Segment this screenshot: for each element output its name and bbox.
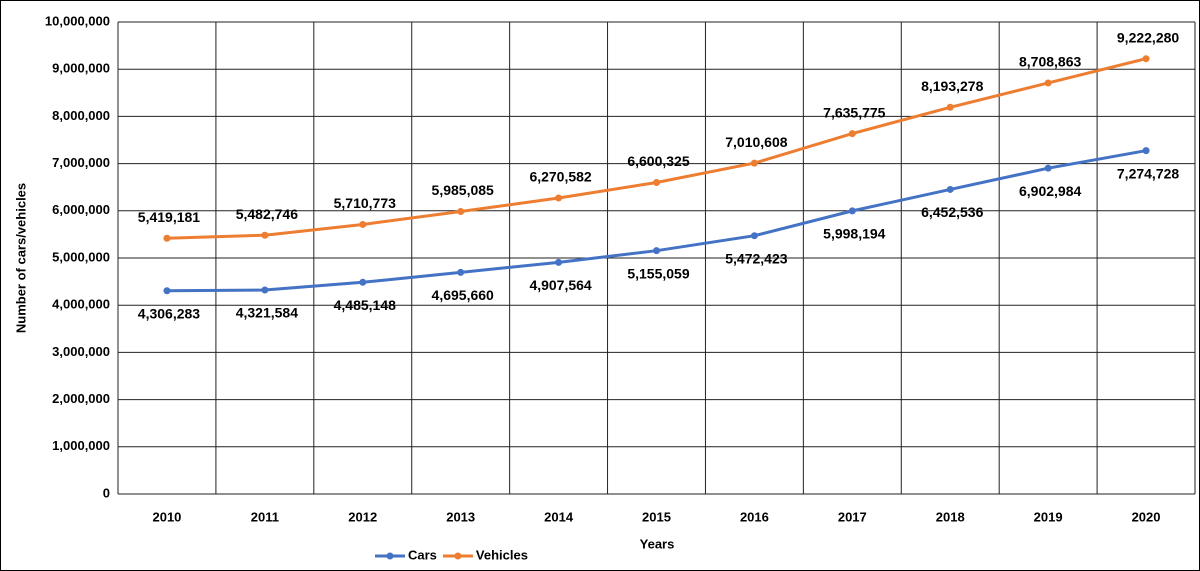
legend-marker [454, 552, 462, 560]
y-tick-label: 7,000,000 [52, 155, 110, 170]
data-label: 4,695,660 [432, 287, 494, 303]
x-tick-label: 2010 [152, 509, 181, 524]
point-marker [359, 278, 367, 286]
point-marker [946, 103, 954, 111]
point-marker [457, 268, 465, 276]
data-label: 7,010,608 [725, 134, 787, 150]
point-marker [1044, 79, 1052, 87]
data-label: 8,193,278 [921, 78, 983, 94]
x-tick-label: 2017 [838, 509, 867, 524]
data-label: 4,306,283 [138, 305, 200, 321]
data-label: 5,419,181 [138, 209, 200, 225]
point-marker [848, 130, 856, 138]
point-marker [1142, 55, 1150, 63]
y-tick-label: 1,000,000 [52, 438, 110, 453]
y-tick-label: 2,000,000 [52, 391, 110, 406]
data-label: 4,321,584 [236, 305, 298, 321]
point-marker [1142, 147, 1150, 155]
point-marker [750, 232, 758, 240]
data-label: 6,452,536 [921, 204, 983, 220]
data-label: 5,472,423 [725, 250, 787, 266]
y-tick-label: 4,000,000 [52, 297, 110, 312]
data-label: 8,708,863 [1019, 54, 1081, 70]
point-marker [1044, 164, 1052, 172]
point-marker [946, 185, 954, 193]
data-label: 6,270,582 [529, 169, 591, 185]
data-label: 5,482,746 [236, 206, 298, 222]
x-tick-label: 2011 [251, 509, 279, 524]
x-tick-label: 2020 [1132, 509, 1161, 524]
legend-label: Vehicles [476, 547, 528, 562]
y-tick-label: 3,000,000 [52, 344, 110, 359]
point-marker [750, 159, 758, 167]
x-axis-title: Years [640, 536, 675, 551]
point-marker [653, 178, 660, 186]
point-marker [848, 207, 856, 215]
x-tick-label: 2012 [348, 509, 377, 524]
x-tick-label: 2016 [740, 509, 769, 524]
y-tick-label: 8,000,000 [52, 108, 110, 123]
point-marker [555, 194, 563, 202]
x-tick-label: 2015 [642, 509, 671, 524]
y-tick-label: 0 [103, 485, 110, 500]
data-label: 6,600,325 [627, 153, 689, 169]
x-tick-label: 2018 [936, 509, 965, 524]
x-tick-label: 2013 [446, 509, 475, 524]
point-marker [359, 220, 367, 228]
point-marker [555, 258, 563, 266]
x-tick-label: 2019 [1034, 509, 1063, 524]
data-label: 7,274,728 [1117, 165, 1179, 181]
y-tick-label: 5,000,000 [52, 249, 110, 264]
point-marker [653, 247, 660, 255]
legend-marker [386, 552, 394, 560]
point-marker [261, 286, 269, 294]
data-label: 5,985,085 [432, 182, 494, 198]
x-tick-label: 2014 [544, 509, 574, 524]
y-tick-label: 9,000,000 [52, 61, 110, 76]
point-marker [261, 231, 269, 239]
data-label: 5,710,773 [334, 195, 396, 211]
data-label: 9,222,280 [1117, 29, 1179, 45]
data-label: 5,155,059 [627, 265, 689, 281]
data-label: 5,998,194 [823, 226, 885, 242]
legend-label: Cars [408, 547, 437, 562]
y-tick-label: 6,000,000 [52, 202, 110, 217]
data-label: 6,902,984 [1019, 183, 1081, 199]
y-axis-title: Number of cars/vehicles [13, 183, 28, 333]
y-tick-label: 10,000,000 [45, 13, 110, 28]
data-label: 4,907,564 [529, 277, 591, 293]
point-marker [457, 208, 465, 216]
data-label: 7,635,775 [823, 104, 885, 120]
point-marker [163, 287, 171, 295]
point-marker [163, 234, 171, 242]
data-label: 4,485,148 [334, 297, 396, 313]
